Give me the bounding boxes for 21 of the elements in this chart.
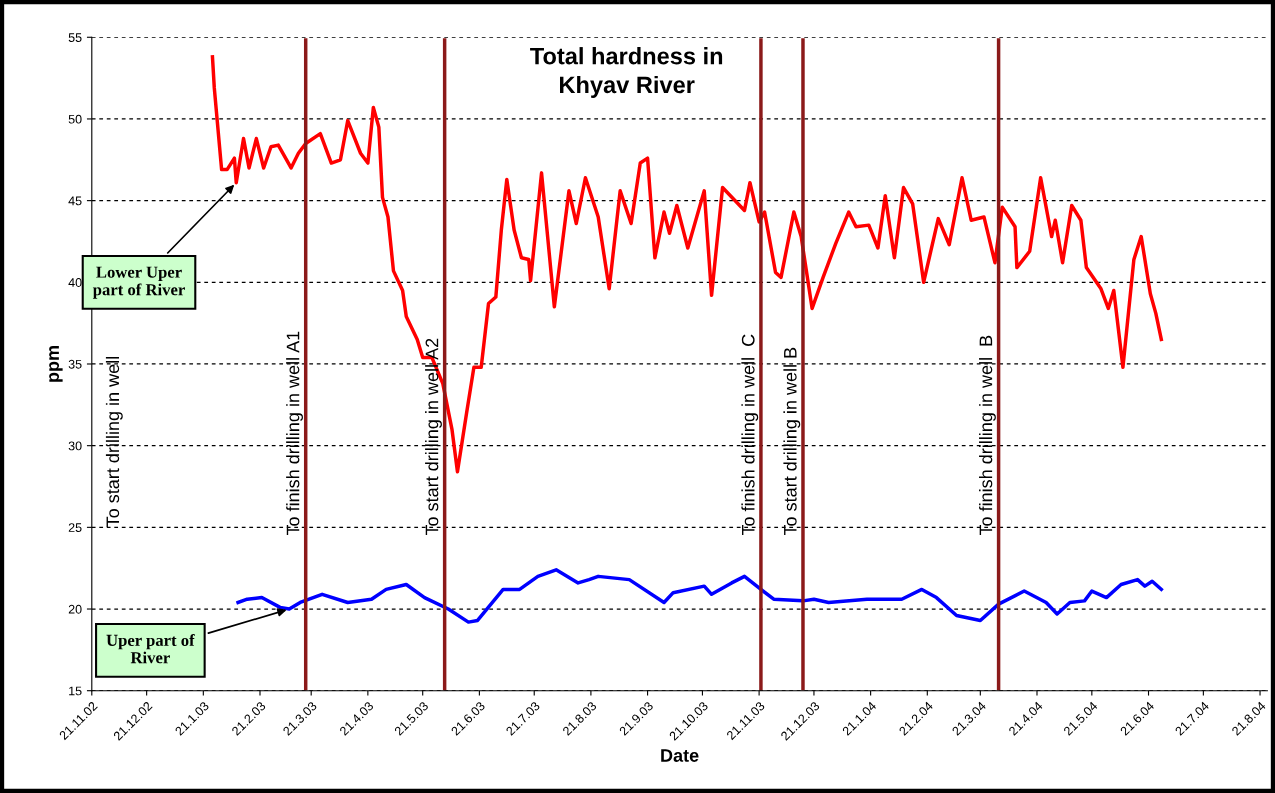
y-axis-title: ppm <box>49 346 63 382</box>
y-tick-label: 55 <box>68 33 82 42</box>
x-axis-title: Date <box>661 749 699 762</box>
annotation: To start drilling in well <box>105 356 123 527</box>
ref-line-label: To finish drilling in well B <box>979 335 996 536</box>
y-tick-label: 30 <box>68 441 82 451</box>
text: Total hardness in Khyav River <box>530 47 723 98</box>
y-tick-label: 35 <box>68 359 82 369</box>
annotation: Uper part of River <box>106 634 195 664</box>
ref-line-label: To start drilling in well B <box>783 347 801 536</box>
y-tick-label: 15 <box>69 686 82 696</box>
y-tick-label: 25 <box>68 523 82 532</box>
y-tick-label: 40 <box>68 278 82 287</box>
ref-line-label: To finish drilling in well C <box>741 334 759 536</box>
y-tick-label: 45 <box>68 196 82 206</box>
line-series <box>236 568 1164 624</box>
y-tick-label: 20 <box>68 604 82 614</box>
annotation: Lower Uper part of River <box>92 266 185 299</box>
y-tick-label: 50 <box>68 114 82 124</box>
ref-line-label: To finish drilling in well A1 <box>286 331 303 536</box>
ref-line-label: To start drilling in well A2 <box>425 338 442 536</box>
